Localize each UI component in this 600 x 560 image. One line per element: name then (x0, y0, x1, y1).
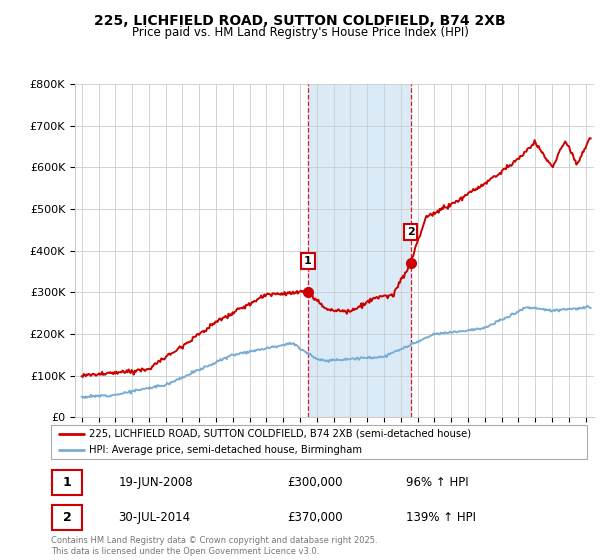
FancyBboxPatch shape (52, 470, 82, 495)
Text: Price paid vs. HM Land Registry's House Price Index (HPI): Price paid vs. HM Land Registry's House … (131, 26, 469, 39)
Text: 30-JUL-2014: 30-JUL-2014 (119, 511, 191, 524)
Text: 96% ↑ HPI: 96% ↑ HPI (406, 476, 469, 489)
Text: 1: 1 (304, 256, 312, 266)
FancyBboxPatch shape (51, 425, 587, 459)
Text: 19-JUN-2008: 19-JUN-2008 (119, 476, 193, 489)
Text: 1: 1 (62, 476, 71, 489)
Text: £300,000: £300,000 (287, 476, 343, 489)
Text: Contains HM Land Registry data © Crown copyright and database right 2025.
This d: Contains HM Land Registry data © Crown c… (51, 536, 377, 556)
FancyBboxPatch shape (52, 505, 82, 530)
Text: £370,000: £370,000 (287, 511, 343, 524)
Text: 2: 2 (407, 227, 415, 237)
Text: 225, LICHFIELD ROAD, SUTTON COLDFIELD, B74 2XB: 225, LICHFIELD ROAD, SUTTON COLDFIELD, B… (94, 14, 506, 28)
Text: HPI: Average price, semi-detached house, Birmingham: HPI: Average price, semi-detached house,… (89, 446, 362, 455)
Text: 225, LICHFIELD ROAD, SUTTON COLDFIELD, B74 2XB (semi-detached house): 225, LICHFIELD ROAD, SUTTON COLDFIELD, B… (89, 429, 471, 438)
Bar (308, 84, 410, 417)
Text: 2: 2 (62, 511, 71, 524)
Text: 139% ↑ HPI: 139% ↑ HPI (406, 511, 476, 524)
